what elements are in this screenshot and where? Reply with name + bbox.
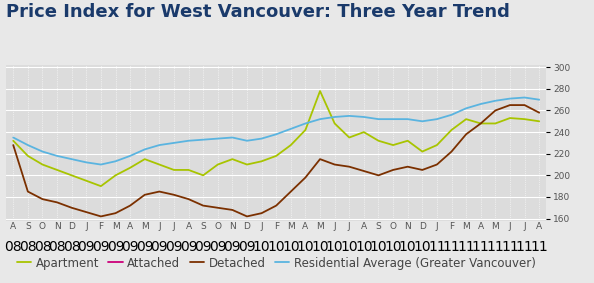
Text: Price Index for West Vancouver: Three Year Trend: Price Index for West Vancouver: Three Ye… — [6, 3, 510, 21]
Legend: Apartment, Attached, Detached, Residential Average (Greater Vancouver): Apartment, Attached, Detached, Residenti… — [12, 252, 541, 274]
